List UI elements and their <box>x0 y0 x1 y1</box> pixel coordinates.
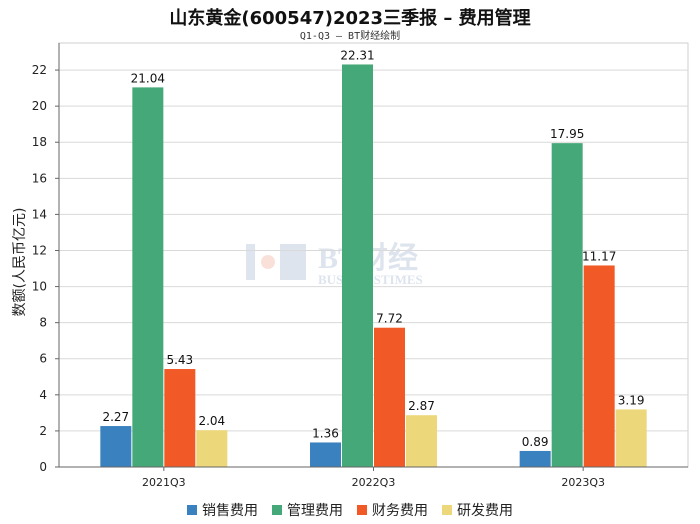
data-label: 7.72 <box>376 312 403 326</box>
y-tick-label: 18 <box>32 135 47 149</box>
watermark: BT财经 BUSINESSTIMES <box>246 241 423 287</box>
y-tick-label: 12 <box>32 243 47 257</box>
x-tick-label: 2021Q3 <box>142 476 186 489</box>
data-label: 11.17 <box>582 249 616 263</box>
bar <box>196 430 228 467</box>
data-label: 22.31 <box>340 48 374 62</box>
legend-swatch <box>272 505 282 515</box>
y-tick-label: 0 <box>39 460 47 474</box>
x-axis: 2021Q3 2022Q3 2023Q3 <box>59 466 688 489</box>
legend-item: 财务费用 <box>357 500 428 520</box>
x-tick-label: 2023Q3 <box>561 476 605 489</box>
data-label: 0.89 <box>522 435 549 449</box>
data-labels: 2.27 21.04 5.43 2.04 1.36 22.31 7.72 2.87 0.89 17… <box>102 48 644 448</box>
bar <box>132 87 164 468</box>
legend-swatch <box>442 505 452 515</box>
y-tick-label: 8 <box>39 316 47 330</box>
data-label: 17.95 <box>550 127 584 141</box>
y-axis-label: 数额(人民币亿元) <box>12 208 28 317</box>
bar <box>519 450 551 467</box>
y-tick-label: 6 <box>39 352 47 366</box>
x-tick-label: 2022Q3 <box>352 476 396 489</box>
bar <box>164 369 196 467</box>
chart-subtitle: Q1-Q3 – BT财经绘制 <box>299 31 401 42</box>
bar <box>100 426 132 467</box>
y-tick-label: 4 <box>39 388 47 402</box>
bar <box>615 409 647 467</box>
y-tick-label: 10 <box>32 280 47 294</box>
data-label: 3.19 <box>618 393 645 407</box>
grid <box>58 42 689 468</box>
legend-label: 研发费用 <box>457 503 513 519</box>
legend-swatch <box>187 505 197 515</box>
data-label: 2.87 <box>408 399 435 413</box>
legend-label: 管理费用 <box>287 503 343 519</box>
bar <box>310 442 341 467</box>
legend-item: 销售费用 <box>187 500 258 520</box>
y-tick-label: 20 <box>32 99 47 113</box>
y-tick-label: 16 <box>32 171 47 185</box>
bar <box>583 265 615 467</box>
legend-label: 财务费用 <box>372 503 428 519</box>
bars <box>100 64 647 468</box>
legend: 销售费用 管理费用 财务费用 研发费用 <box>0 500 700 520</box>
bar <box>551 143 583 467</box>
bar <box>406 415 437 467</box>
data-label: 5.43 <box>166 353 193 367</box>
bar <box>342 64 373 467</box>
y-tick-label: 2 <box>39 424 47 438</box>
data-label: 1.36 <box>312 426 339 440</box>
y-tick-label: 14 <box>32 207 47 221</box>
legend-label: 销售费用 <box>202 503 258 519</box>
data-label: 2.27 <box>102 410 129 424</box>
legend-item: 管理费用 <box>272 500 343 520</box>
data-label: 2.04 <box>198 414 225 428</box>
data-label: 21.04 <box>131 71 165 85</box>
chart-title: 山东黄金(600547)2023三季报 – 费用管理 <box>169 8 531 29</box>
bar <box>374 327 405 467</box>
y-tick-label: 22 <box>32 63 47 77</box>
legend-swatch <box>357 505 367 515</box>
legend-item: 研发费用 <box>442 500 513 520</box>
y-axis: 0 2 4 6 8 10 12 14 16 18 20 22 <box>32 43 60 474</box>
